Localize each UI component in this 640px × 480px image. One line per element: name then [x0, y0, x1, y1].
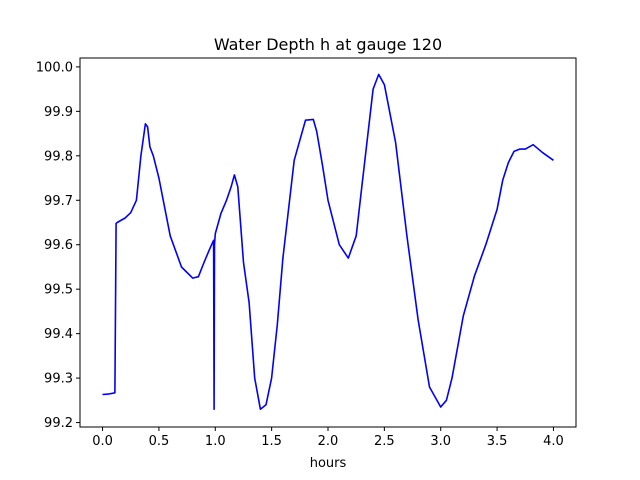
y-tick-label: 99.4: [44, 327, 73, 342]
y-tick-label: 99.3: [44, 372, 73, 387]
x-tick-label: 2.0: [318, 434, 339, 449]
x-tick-label: 1.0: [205, 434, 226, 449]
x-tick-label: 4.0: [543, 434, 564, 449]
chart-title: Water Depth h at gauge 120: [214, 35, 442, 54]
y-tick-label: 99.7: [44, 194, 73, 209]
x-tick-label: 3.0: [430, 434, 451, 449]
y-tick-label: 99.2: [44, 416, 73, 431]
x-axis-label: hours: [310, 456, 347, 471]
x-tick-label: 3.5: [487, 434, 508, 449]
series-line: [102, 73, 554, 411]
x-tick-label: 0.5: [149, 434, 170, 449]
series-lines: [102, 73, 554, 411]
y-tick-label: 99.8: [44, 149, 73, 164]
plot-area-frame: [79, 57, 577, 428]
axis-ticks: 0.0 0.5 1.0 1.5 2.0 2.5 3.0 3.5 4.0 99.2 99.3 99.4 9…: [36, 60, 564, 449]
y-tick-label: 99.6: [44, 238, 73, 253]
x-tick-label: 0.0: [92, 434, 113, 449]
y-tick-label: 99.9: [44, 105, 73, 120]
x-tick-label: 1.5: [261, 434, 282, 449]
y-tick-label: 100.0: [36, 60, 73, 75]
y-tick-label: 99.5: [44, 283, 73, 298]
x-tick-label: 2.5: [374, 434, 395, 449]
